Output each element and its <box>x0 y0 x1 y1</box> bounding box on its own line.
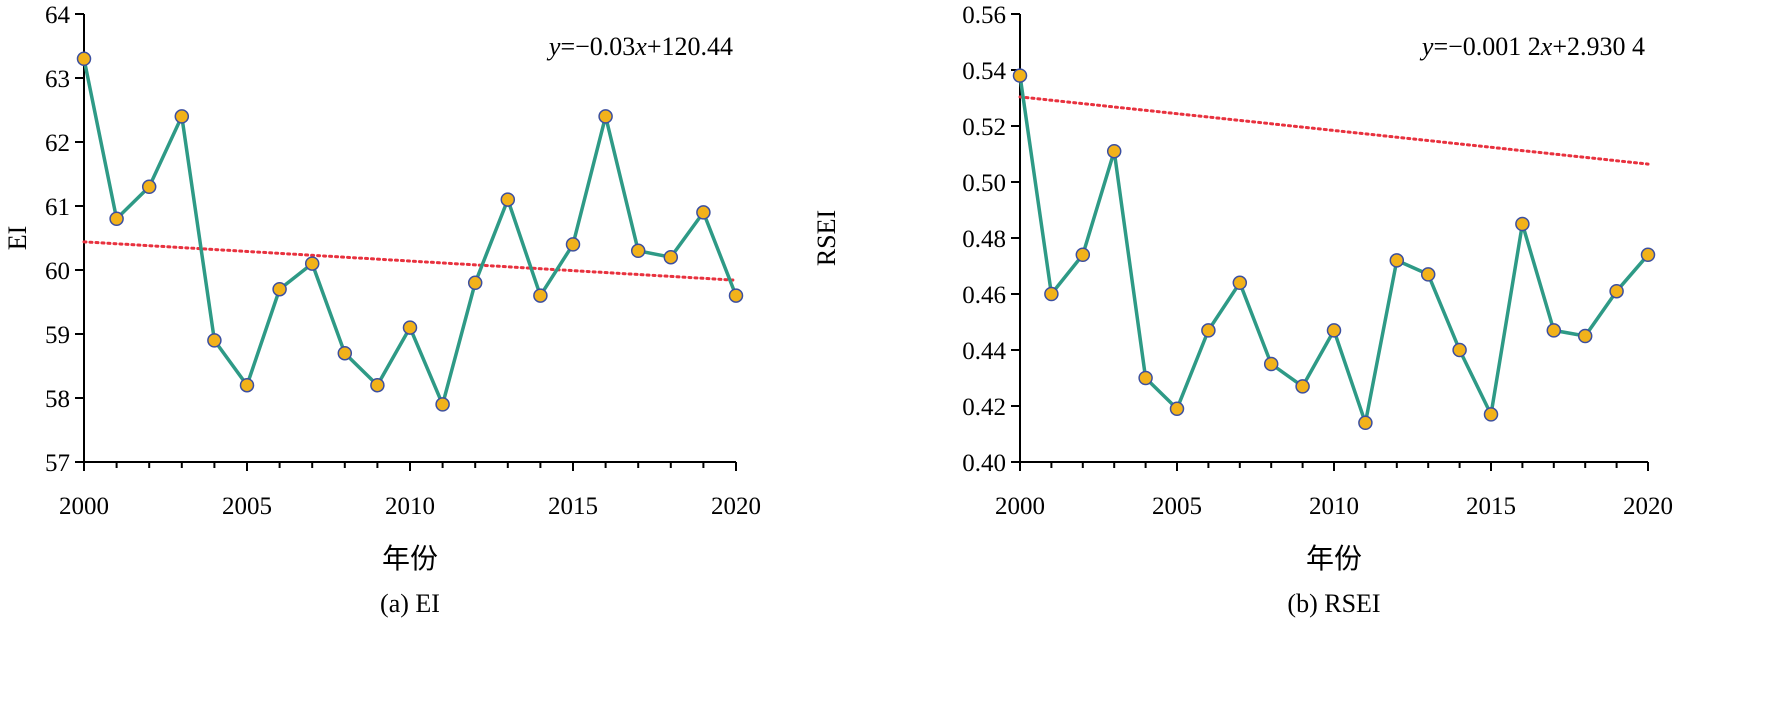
chart-panel-rsei: 0.40 0.42 0.44 0.46 0.48 0.50 0.52 0.54 0.56 2000… <box>812 0 1777 705</box>
rsei-data-point <box>1138 370 1153 386</box>
ei-x-tick-label: 2005 <box>222 493 272 520</box>
rsei-equation-part: +2.930 4 <box>1552 32 1645 61</box>
rsei-series-line <box>1018 75 1650 425</box>
rsei-data-point <box>1358 415 1373 431</box>
ei-data-point <box>467 275 483 291</box>
ei-data-point <box>239 377 255 393</box>
ei-equation-part: y <box>546 32 561 61</box>
ei-y-tick-label: 63 <box>45 66 70 93</box>
ei-y-tick-label: 57 <box>45 450 70 477</box>
rsei-x-axis-title: 年份 <box>1306 542 1362 575</box>
ei-data-point <box>663 249 679 265</box>
rsei-trend-line <box>1018 95 1650 166</box>
rsei-trend-equation: y=−0.001 2x+2.930 4 <box>1419 32 1645 61</box>
rsei-data-point <box>1012 68 1028 83</box>
ei-y-tick-label: 64 <box>45 2 71 29</box>
ei-y-tick-label: 60 <box>45 258 70 285</box>
rsei-y-tick-label: 0.54 <box>962 58 1006 85</box>
rsei-data-point <box>1546 323 1562 338</box>
rsei-x-tick-label: 2020 <box>1623 493 1673 520</box>
ei-data-point <box>174 109 190 124</box>
rsei-data-point <box>1169 401 1185 417</box>
ei-data-point <box>565 237 581 252</box>
ei-data-point <box>533 288 548 303</box>
ei-y-tick-label: 61 <box>45 194 70 221</box>
rsei-data-point <box>1075 247 1091 263</box>
ei-x-tick-label: 2010 <box>385 493 435 520</box>
ei-caption: (a) EI <box>380 589 440 618</box>
ei-data-point <box>304 256 320 271</box>
rsei-y-axis-title: RSEI <box>812 210 841 266</box>
rsei-data-point <box>1577 328 1593 344</box>
ei-chart: 57 58 59 60 61 62 63 64 2000 2005 2010 2015 2020 EI 年份… <box>3 2 761 618</box>
rsei-y-tick-label: 0.46 <box>962 282 1006 309</box>
rsei-data-point <box>1515 216 1530 232</box>
rsei-equation-part: y <box>1419 32 1434 61</box>
ei-trend-equation: y=−0.03x+120.44 <box>546 32 733 61</box>
rsei-data-point <box>1420 267 1436 282</box>
ei-data-point <box>76 51 92 67</box>
rsei-data-point <box>1295 379 1310 394</box>
rsei-y-tick-label: 0.40 <box>962 450 1006 477</box>
ei-y-tick-label: 59 <box>45 322 70 349</box>
rsei-data-point <box>1232 275 1248 291</box>
rsei-x-tick-label: 2005 <box>1152 493 1202 520</box>
ei-y-axis-title: EI <box>3 226 32 251</box>
ei-equation-part: x <box>634 32 647 61</box>
ei-x-tick-label: 2015 <box>548 493 598 520</box>
rsei-data-point <box>1201 323 1216 338</box>
rsei-data-point <box>1640 247 1656 263</box>
rsei-equation-part: x <box>1540 32 1553 61</box>
ei-data-point <box>402 320 418 335</box>
ei-x-axis-title: 年份 <box>382 542 438 575</box>
rsei-data-point <box>1389 253 1405 268</box>
ei-equation-part: +120.44 <box>647 32 733 61</box>
rsei-y-tick-label: 0.56 <box>962 2 1006 29</box>
ei-x-tick-label: 2020 <box>711 493 761 520</box>
ei-y-tick-label: 62 <box>45 130 70 157</box>
rsei-data-point <box>1106 143 1122 159</box>
rsei-y-tick-label: 0.52 <box>962 114 1006 141</box>
ei-data-point <box>272 281 287 297</box>
ei-data-point <box>598 109 613 124</box>
chart-panel-ei: 57 58 59 60 61 62 63 64 2000 2005 2010 2015 2020 EI 年份… <box>0 0 888 705</box>
ei-equation-part: =−0.03 <box>560 32 635 61</box>
rsei-y-tick-label: 0.44 <box>962 338 1006 365</box>
ei-y-tick-label: 58 <box>45 386 70 413</box>
ei-data-point <box>696 205 711 220</box>
rsei-x-tick-label: 2015 <box>1466 493 1516 520</box>
ei-data-point <box>207 333 222 348</box>
ei-x-tick-label: 2000 <box>59 493 109 520</box>
ei-data-point <box>435 397 450 412</box>
ei-data-point <box>500 192 516 207</box>
rsei-data-point <box>1609 283 1624 299</box>
rsei-equation-part: =−0.001 2 <box>1433 32 1540 61</box>
rsei-y-tick-label: 0.48 <box>962 226 1006 253</box>
rsei-x-tick-label: 2000 <box>995 493 1045 520</box>
rsei-x-tick-label: 2010 <box>1309 493 1359 520</box>
rsei-data-point <box>1452 342 1467 358</box>
rsei-data-point <box>1263 356 1279 372</box>
ei-data-point <box>109 211 124 227</box>
ei-data-point <box>630 243 646 259</box>
rsei-y-tick-label: 0.42 <box>962 394 1006 421</box>
rsei-data-point <box>1326 323 1342 338</box>
rsei-caption: (b) RSEI <box>1287 589 1380 618</box>
ei-trend-line <box>82 240 738 282</box>
ei-data-point <box>728 288 744 303</box>
rsei-chart: 0.40 0.42 0.44 0.46 0.48 0.50 0.52 0.54 0.56 2000… <box>812 2 1673 618</box>
rsei-y-tick-label: 0.50 <box>962 170 1006 197</box>
ei-data-point <box>337 345 353 361</box>
rsei-data-point <box>1483 407 1499 422</box>
ei-data-point <box>370 377 385 393</box>
ei-data-point <box>141 179 157 195</box>
rsei-data-point <box>1044 286 1059 302</box>
